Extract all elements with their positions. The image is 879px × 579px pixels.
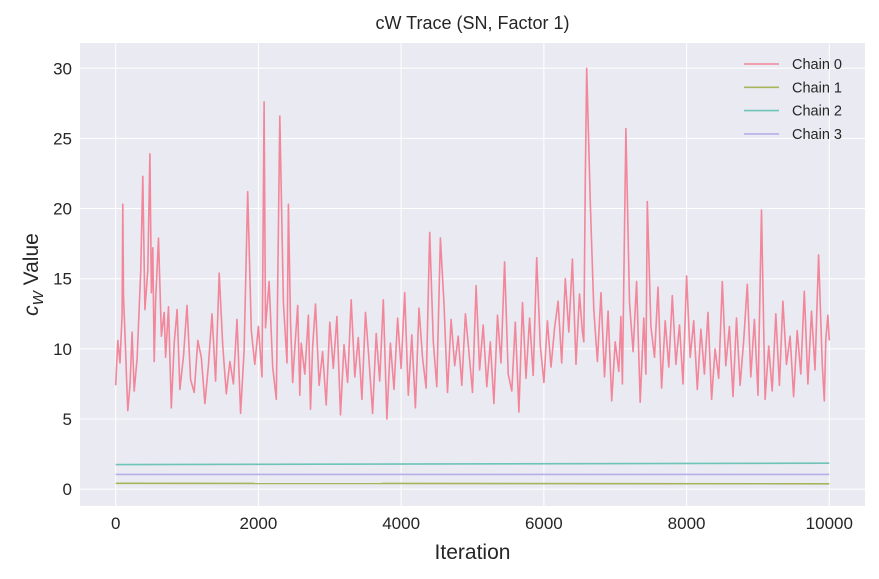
legend-label-chain-0: Chain 0 — [792, 57, 842, 73]
y-tick-label: 10 — [53, 340, 72, 359]
plot-area — [80, 43, 865, 506]
y-tick-label: 20 — [53, 200, 72, 219]
grid — [80, 43, 865, 506]
y-tick-label: 0 — [63, 480, 72, 499]
series-line-chain-2 — [115, 462, 830, 466]
y-axis-label: cW Value — [20, 233, 47, 316]
legend-label-chain-1: Chain 1 — [792, 80, 842, 96]
x-tick-label: 0 — [111, 514, 120, 533]
y-tick-label: 25 — [53, 129, 72, 148]
y-axis-label-sub: W — [30, 289, 47, 305]
x-tick-label: 2000 — [239, 514, 277, 533]
x-tick-label: 4000 — [382, 514, 420, 533]
x-tick-label: 10000 — [806, 514, 853, 533]
legend: Chain 0 Chain 1 Chain 2 Chain 3 — [744, 57, 842, 143]
y-tick-label: 5 — [63, 410, 72, 429]
x-tick-label: 6000 — [525, 514, 563, 533]
y-axis-label-main: c — [20, 305, 43, 316]
legend-label-chain-3: Chain 3 — [792, 127, 842, 143]
y-axis-label-rest: Value — [20, 233, 43, 291]
series-lines — [114, 67, 831, 485]
series-line-chain-0 — [114, 67, 831, 420]
tick-labels: 0 2000 4000 6000 8000 10000 0 5 10 15 20 25 30 — [53, 59, 853, 533]
x-axis-label: Iteration — [435, 541, 511, 564]
y-tick-label: 15 — [53, 270, 72, 289]
legend-label-chain-2: Chain 2 — [792, 104, 842, 120]
y-tick-label: 30 — [53, 59, 72, 78]
series-line-chain-1 — [115, 482, 830, 485]
x-tick-label: 8000 — [668, 514, 706, 533]
chart-title: cW Trace (SN, Factor 1) — [375, 13, 569, 33]
